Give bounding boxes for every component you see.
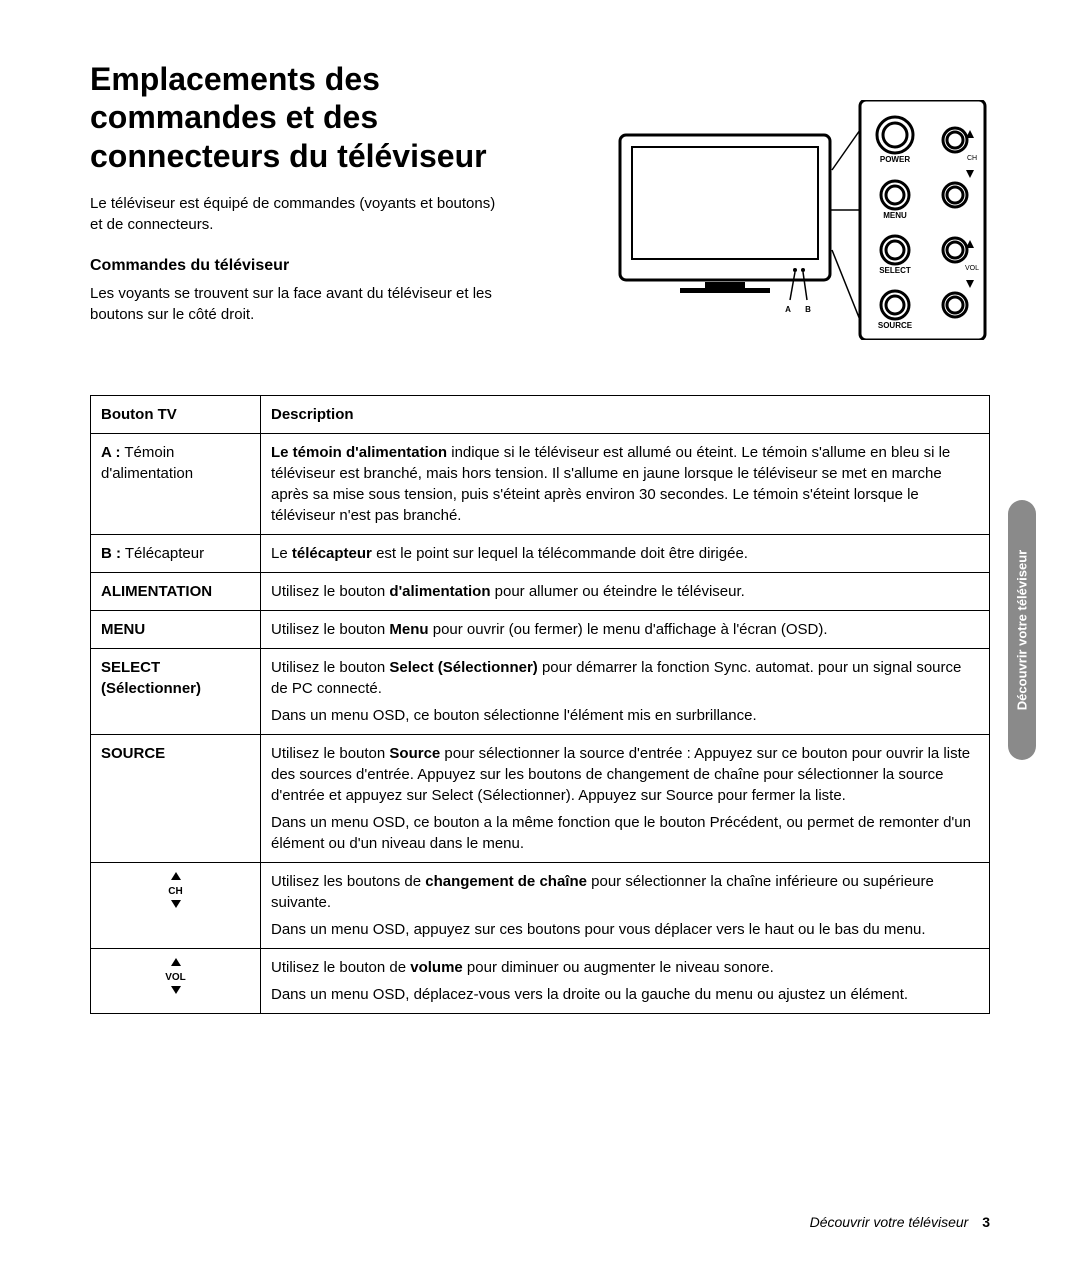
btn-menu-label: MENU	[883, 211, 907, 220]
row-description: Utilisez les boutons de changement de ch…	[261, 863, 990, 949]
row-description: Utilisez le bouton Menu pour ouvrir (ou …	[261, 611, 990, 649]
row-label: B : Télécapteur	[91, 535, 261, 573]
tv-diagram: A B POWER MENU SELECT SOURCE CH	[610, 100, 990, 340]
table-row: VOLUtilisez le bouton de volume pour dim…	[91, 949, 990, 1014]
row-label: CH	[91, 863, 261, 949]
btn-source-label: SOURCE	[878, 321, 913, 330]
page-footer: Découvrir votre téléviseur 3	[810, 1214, 990, 1230]
th-description: Description	[261, 396, 990, 434]
table-row: CHUtilisez les boutons de changement de …	[91, 863, 990, 949]
controls-table: Bouton TV Description A : Témoin d'alime…	[90, 395, 990, 1014]
btn-power-label: POWER	[880, 155, 910, 164]
diagram-label-a: A	[785, 305, 791, 314]
btn-ch-label: CH	[967, 155, 977, 162]
side-tab-label: Découvrir votre téléviseur	[1015, 550, 1030, 710]
row-label: VOL	[91, 949, 261, 1014]
row-description: Utilisez le bouton de volume pour diminu…	[261, 949, 990, 1014]
row-description: Utilisez le bouton Select (Sélectionner)…	[261, 649, 990, 735]
intro-text: Le téléviseur est équipé de commandes (v…	[90, 193, 510, 235]
row-description: Le témoin d'alimentation indique si le t…	[261, 434, 990, 535]
btn-select-label: SELECT	[879, 266, 911, 275]
page-title: Emplacements des commandes et des connec…	[90, 60, 530, 175]
row-label: MENU	[91, 611, 261, 649]
table-row: ALIMENTATIONUtilisez le bouton d'aliment…	[91, 573, 990, 611]
side-tab: Découvrir votre téléviseur	[1008, 500, 1036, 760]
page-number: 3	[982, 1214, 990, 1230]
table-row: SELECT (Sélectionner)Utilisez le bouton …	[91, 649, 990, 735]
table-row: A : Témoin d'alimentationLe témoin d'ali…	[91, 434, 990, 535]
table-row: MENUUtilisez le bouton Menu pour ouvrir …	[91, 611, 990, 649]
row-label: ALIMENTATION	[91, 573, 261, 611]
row-label: SOURCE	[91, 735, 261, 863]
row-label: SELECT (Sélectionner)	[91, 649, 261, 735]
row-label: A : Témoin d'alimentation	[91, 434, 261, 535]
diagram-label-b: B	[805, 305, 811, 314]
row-description: Utilisez le bouton d'alimentation pour a…	[261, 573, 990, 611]
btn-vol-label: VOL	[965, 265, 979, 272]
footer-text: Découvrir votre téléviseur	[810, 1214, 969, 1230]
th-button: Bouton TV	[91, 396, 261, 434]
row-description: Utilisez le bouton Source pour sélection…	[261, 735, 990, 863]
table-row: SOURCEUtilisez le bouton Source pour sél…	[91, 735, 990, 863]
table-row: B : TélécapteurLe télécapteur est le poi…	[91, 535, 990, 573]
section-text: Les voyants se trouvent sur la face avan…	[90, 283, 510, 325]
row-description: Le télécapteur est le point sur lequel l…	[261, 535, 990, 573]
